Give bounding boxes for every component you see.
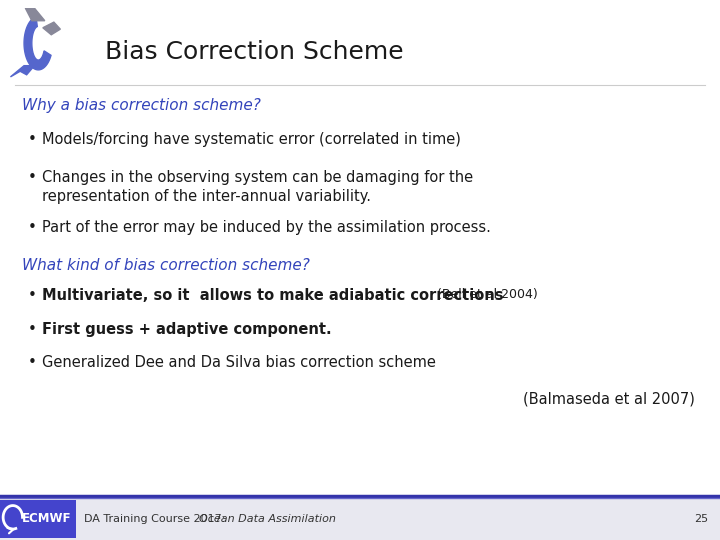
- Text: •: •: [28, 170, 37, 185]
- Text: 25: 25: [694, 514, 708, 524]
- Text: •: •: [28, 322, 37, 337]
- Bar: [0, 498, 720, 540]
- Text: ECMWF: ECMWF: [22, 512, 72, 525]
- Text: •: •: [28, 132, 37, 147]
- Text: Changes in the observing system can be damaging for the
representation of the in: Changes in the observing system can be d…: [42, 170, 473, 204]
- Text: First guess + adaptive component.: First guess + adaptive component.: [42, 322, 332, 337]
- Text: •: •: [28, 288, 37, 303]
- Text: (Balmaseda et al 2007): (Balmaseda et al 2007): [523, 392, 695, 407]
- Polygon shape: [11, 66, 35, 77]
- Bar: [0, 500, 76, 538]
- Text: Ocean Data Assimilation: Ocean Data Assimilation: [199, 514, 336, 524]
- Text: (Bell et al 2004): (Bell et al 2004): [437, 288, 538, 301]
- Polygon shape: [25, 8, 45, 21]
- Polygon shape: [24, 17, 51, 70]
- Text: Multivariate, so it  allows to make adiabatic corrections: Multivariate, so it allows to make adiab…: [42, 288, 503, 303]
- Text: •: •: [28, 355, 37, 370]
- Text: Models/forcing have systematic error (correlated in time): Models/forcing have systematic error (co…: [42, 132, 461, 147]
- Text: Generalized Dee and Da Silva bias correction scheme: Generalized Dee and Da Silva bias correc…: [42, 355, 436, 370]
- Text: What kind of bias correction scheme?: What kind of bias correction scheme?: [22, 258, 310, 273]
- Text: Bias Correction Scheme: Bias Correction Scheme: [105, 40, 404, 64]
- Text: Part of the error may be induced by the assimilation process.: Part of the error may be induced by the …: [42, 220, 491, 235]
- Text: DA Training Course 2017:: DA Training Course 2017:: [84, 514, 229, 524]
- Polygon shape: [43, 22, 60, 35]
- Text: •: •: [28, 220, 37, 235]
- Text: Why a bias correction scheme?: Why a bias correction scheme?: [22, 98, 261, 113]
